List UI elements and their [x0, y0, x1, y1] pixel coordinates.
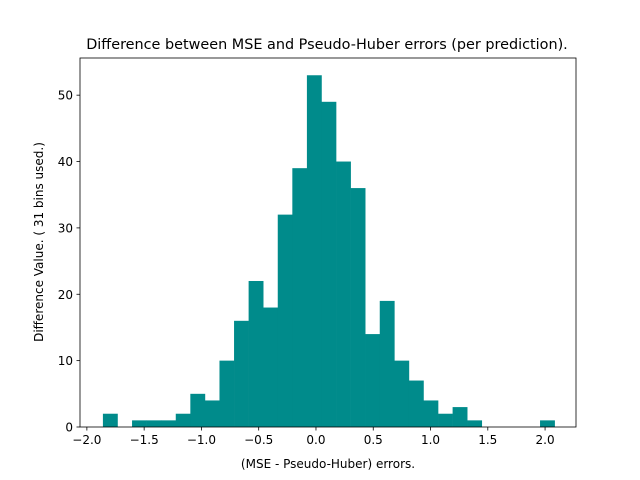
histogram-bar	[146, 420, 162, 427]
x-tick-label: 1.0	[421, 433, 440, 447]
histogram-bar	[467, 420, 483, 427]
histogram-bar	[365, 334, 381, 427]
histogram-bar	[540, 420, 555, 427]
histogram-bar	[234, 320, 249, 427]
y-tick-label: 10	[58, 354, 73, 368]
histogram-bar	[190, 393, 206, 427]
bars-group	[102, 75, 555, 427]
x-axis-label: (MSE - Pseudo-Huber) errors.	[241, 457, 415, 471]
x-tick-label: −2.0	[72, 433, 101, 447]
histogram-bar	[102, 413, 118, 427]
histogram-bar	[263, 307, 279, 427]
x-tick-label: 2.0	[536, 433, 555, 447]
y-tick-label: 20	[58, 288, 73, 302]
histogram-bar	[175, 413, 191, 427]
y-tick-label: 50	[58, 89, 73, 103]
x-tick-label: −1.0	[187, 433, 216, 447]
x-tick-label: 1.5	[478, 433, 497, 447]
y-axis-label: Difference Value. ( 31 bins used.)	[32, 142, 46, 342]
histogram-bar	[161, 420, 177, 427]
histogram-bar	[292, 168, 308, 427]
x-tick-label: 0.0	[306, 433, 325, 447]
x-tick-label: 0.5	[364, 433, 383, 447]
histogram-bar	[379, 300, 395, 427]
histogram-bar	[248, 280, 264, 427]
histogram-bar	[204, 400, 220, 427]
plot-frame	[79, 57, 577, 428]
y-axis-ticks: 0 10 20 30 40 50	[58, 89, 80, 435]
histogram-bar	[336, 161, 351, 427]
y-tick-label: 0	[65, 421, 73, 435]
histogram-bar	[321, 101, 337, 427]
y-tick-label: 30	[58, 221, 73, 235]
x-tick-label: −1.5	[130, 433, 159, 447]
histogram-bar	[452, 407, 468, 427]
histogram-bar	[394, 360, 410, 427]
chart-title: Difference between MSE and Pseudo-Huber …	[86, 37, 568, 53]
x-axis-ticks: −2.0 −1.5 −1.0 −0.5 0.0 0.5 1.0 1.5 2.0	[72, 427, 555, 447]
histogram-bar	[438, 413, 453, 427]
histogram-bar	[277, 214, 293, 427]
y-tick-label: 40	[58, 155, 73, 169]
histogram-bar	[219, 360, 235, 427]
histogram-bar	[408, 380, 424, 427]
histogram-bar	[306, 75, 322, 427]
histogram-bar	[423, 400, 439, 427]
x-tick-label: −0.5	[244, 433, 273, 447]
histogram-bar	[350, 188, 366, 427]
histogram-bar	[132, 420, 147, 427]
